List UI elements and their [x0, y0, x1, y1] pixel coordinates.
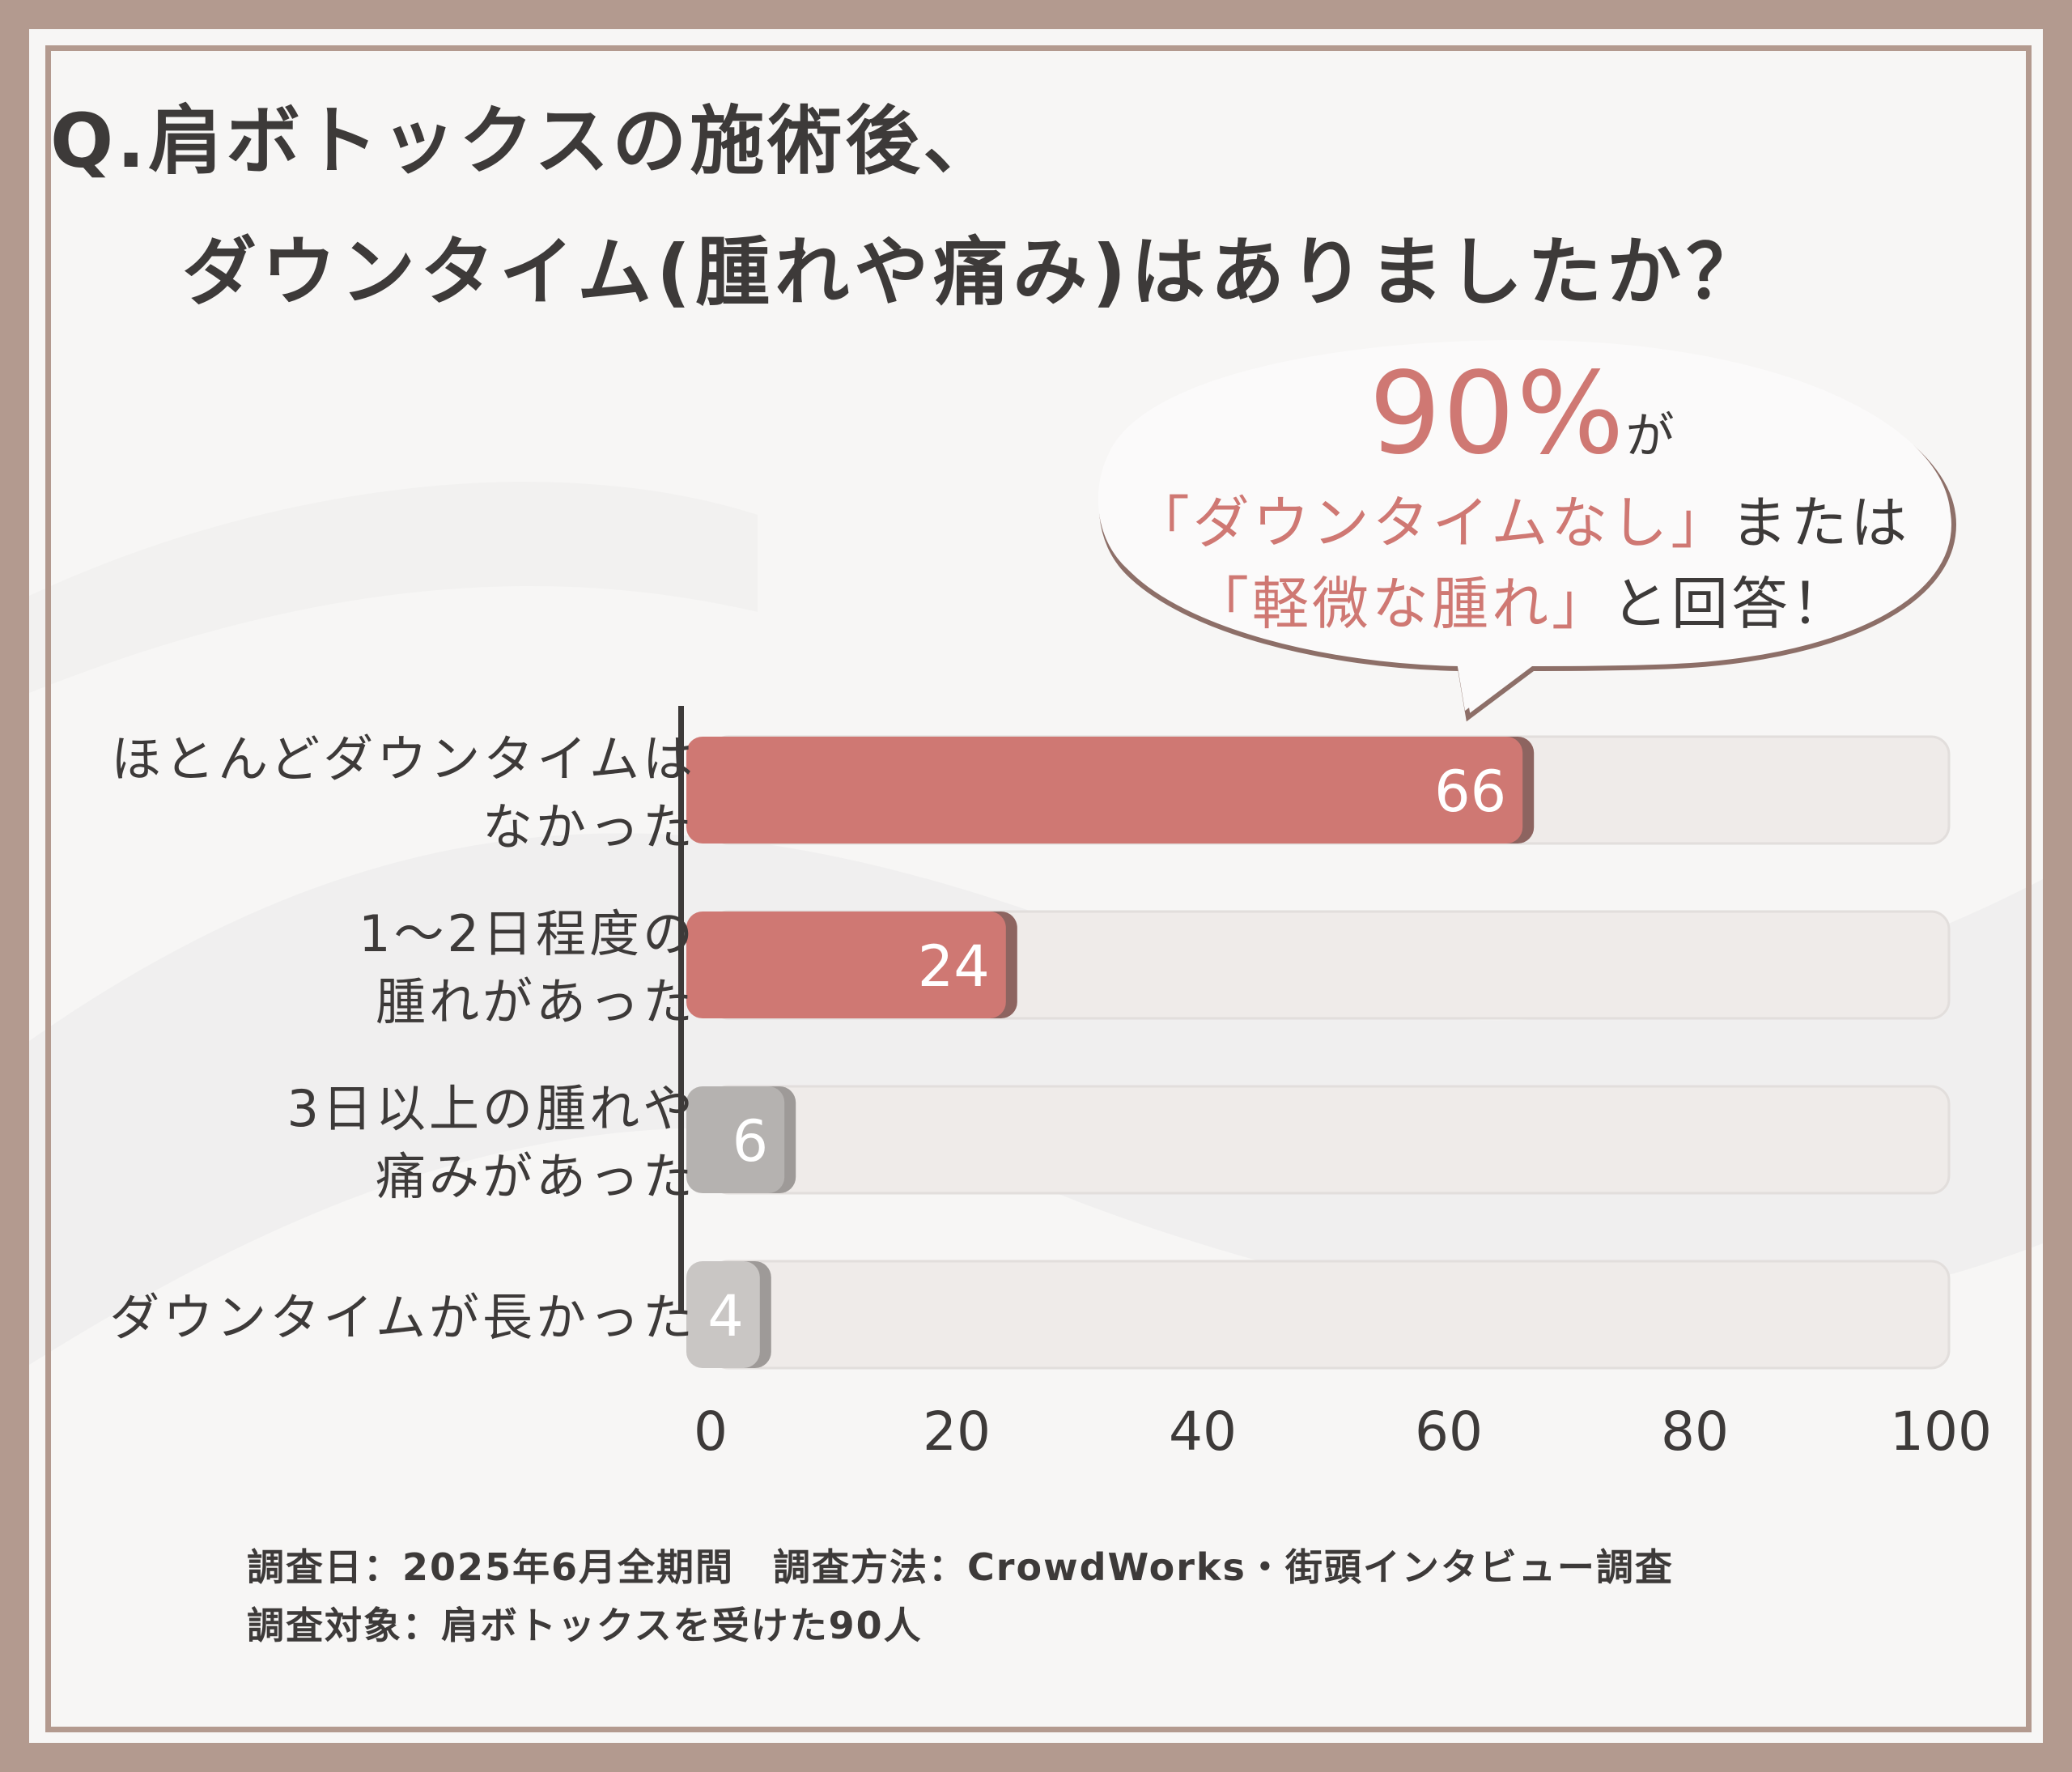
category-label-line: なかった: [482, 797, 696, 856]
x-tick-label: 40: [1169, 1400, 1237, 1463]
bar-value-label: 4: [707, 1283, 744, 1349]
category-label: ほとんどダウンタイムはなかった: [49, 725, 696, 861]
x-tick-label: 60: [1415, 1400, 1483, 1463]
callout-line1: 90%が: [1076, 348, 1967, 480]
callout-line3-highlight: 「軽微な腫れ」: [1192, 571, 1611, 637]
category-label-line: ダウンタイムが長かった: [109, 1288, 696, 1347]
callout-line2-highlight: 「ダウンタイムなし」: [1132, 490, 1731, 556]
x-tick-label: 80: [1661, 1400, 1729, 1463]
callout-line2: 「ダウンタイムなし」または: [1076, 478, 1967, 559]
x-tick-label: 20: [923, 1400, 991, 1463]
footer-line2: 調査対象：肩ボトックスを受けた90人: [247, 1604, 923, 1647]
category-label: ダウンタイムが長かった: [49, 1284, 696, 1352]
callout-ga: が: [1625, 408, 1675, 465]
x-tick-label: 0: [694, 1400, 728, 1463]
inner-border: [45, 45, 2032, 1732]
x-tick-label: 100: [1890, 1400, 1992, 1463]
bar-value-label: 66: [1434, 759, 1506, 825]
callout-line3: 「軽微な腫れ」と回答！: [1076, 559, 1967, 640]
category-label-line: 腫れがあった: [375, 972, 696, 1031]
category-label: 3日以上の腫れや痛みがあった: [49, 1075, 696, 1211]
bar-track: [709, 1260, 1951, 1370]
speech-bubble: [1098, 340, 1957, 722]
callout-percent: 90%: [1369, 348, 1626, 480]
chart-title-line2: ダウンタイム(腫れや痛み)はありましたか？: [182, 229, 1766, 316]
bar: [686, 1261, 760, 1368]
callout-line2-rest: または: [1730, 490, 1911, 556]
category-label-line: 3日以上の腫れや: [287, 1079, 696, 1138]
category-label-line: 1〜2日程度の: [359, 904, 696, 963]
footer-line1: 調査日：2025年6月全期間 調査方法：CrowdWorks・街頭インタビュー調…: [247, 1545, 1674, 1589]
bar-track: [709, 1085, 1951, 1195]
chart-title-line1: Q.肩ボトックスの施術後、: [50, 98, 1001, 185]
category-label-line: ほとんどダウンタイムは: [111, 729, 696, 788]
bar-value-label: 6: [732, 1108, 769, 1175]
bar: [686, 911, 1006, 1018]
bar-value-label: 24: [918, 933, 990, 1000]
category-label: 1〜2日程度の腫れがあった: [49, 900, 696, 1036]
bar: [686, 737, 1523, 844]
callout-line3-rest: と回答！: [1611, 571, 1851, 637]
category-label-line: 痛みがあった: [375, 1147, 696, 1206]
bar: [686, 1086, 785, 1193]
y-axis-line: [678, 706, 684, 1313]
